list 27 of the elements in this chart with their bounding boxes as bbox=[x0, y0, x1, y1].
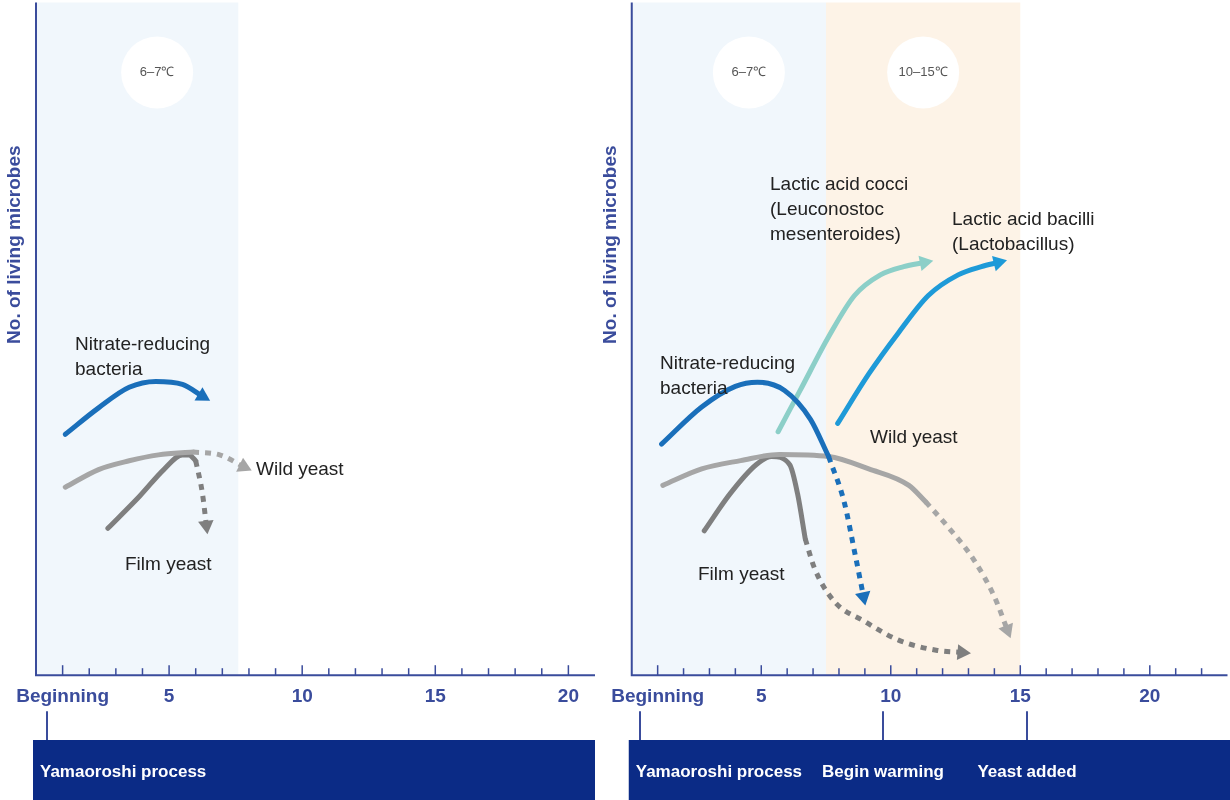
text: Yamaoroshi process bbox=[635, 761, 803, 781]
text: Yeast added bbox=[977, 761, 1077, 781]
x-tick-label: 10 bbox=[291, 684, 313, 706]
series-label: Wild yeast bbox=[256, 458, 345, 480]
text: Yamaoroshi process bbox=[40, 761, 207, 781]
y-axis-title: No. of living microbes bbox=[598, 145, 620, 344]
band-label: 6–7℃ bbox=[731, 64, 767, 80]
text: Begin warming bbox=[822, 761, 944, 781]
x-tick-label: 5 bbox=[163, 684, 175, 706]
series-label: Nitrate-reducing bacteria bbox=[660, 352, 796, 399]
series-label: Lactic acid bacilli (Lactobacillus) bbox=[952, 208, 1095, 255]
series-label: Film yeast bbox=[125, 553, 213, 575]
x-tick-label: 10 bbox=[880, 684, 902, 706]
x-tick-label: 20 bbox=[557, 684, 579, 706]
x-tick-label: Beginning bbox=[16, 684, 110, 706]
series-label: Film yeast bbox=[698, 563, 786, 585]
band-label: 6–7℃ bbox=[139, 64, 175, 80]
series-label: Lactic acid cocci (Leuconostoc mesenteroides) bbox=[770, 173, 909, 245]
band-label: 10–15℃ bbox=[898, 64, 948, 80]
x-tick-label: 20 bbox=[1139, 684, 1161, 706]
x-tick-label: 5 bbox=[755, 684, 767, 706]
series-label: Nitrate-reducing bacteria bbox=[75, 333, 211, 380]
x-tick-label: 15 bbox=[1009, 684, 1032, 706]
x-tick-label: Beginning bbox=[611, 684, 705, 706]
series-label: Wild yeast bbox=[870, 426, 959, 448]
y-axis-title: No. of living microbes bbox=[3, 145, 25, 344]
x-tick-label: 15 bbox=[424, 684, 447, 706]
